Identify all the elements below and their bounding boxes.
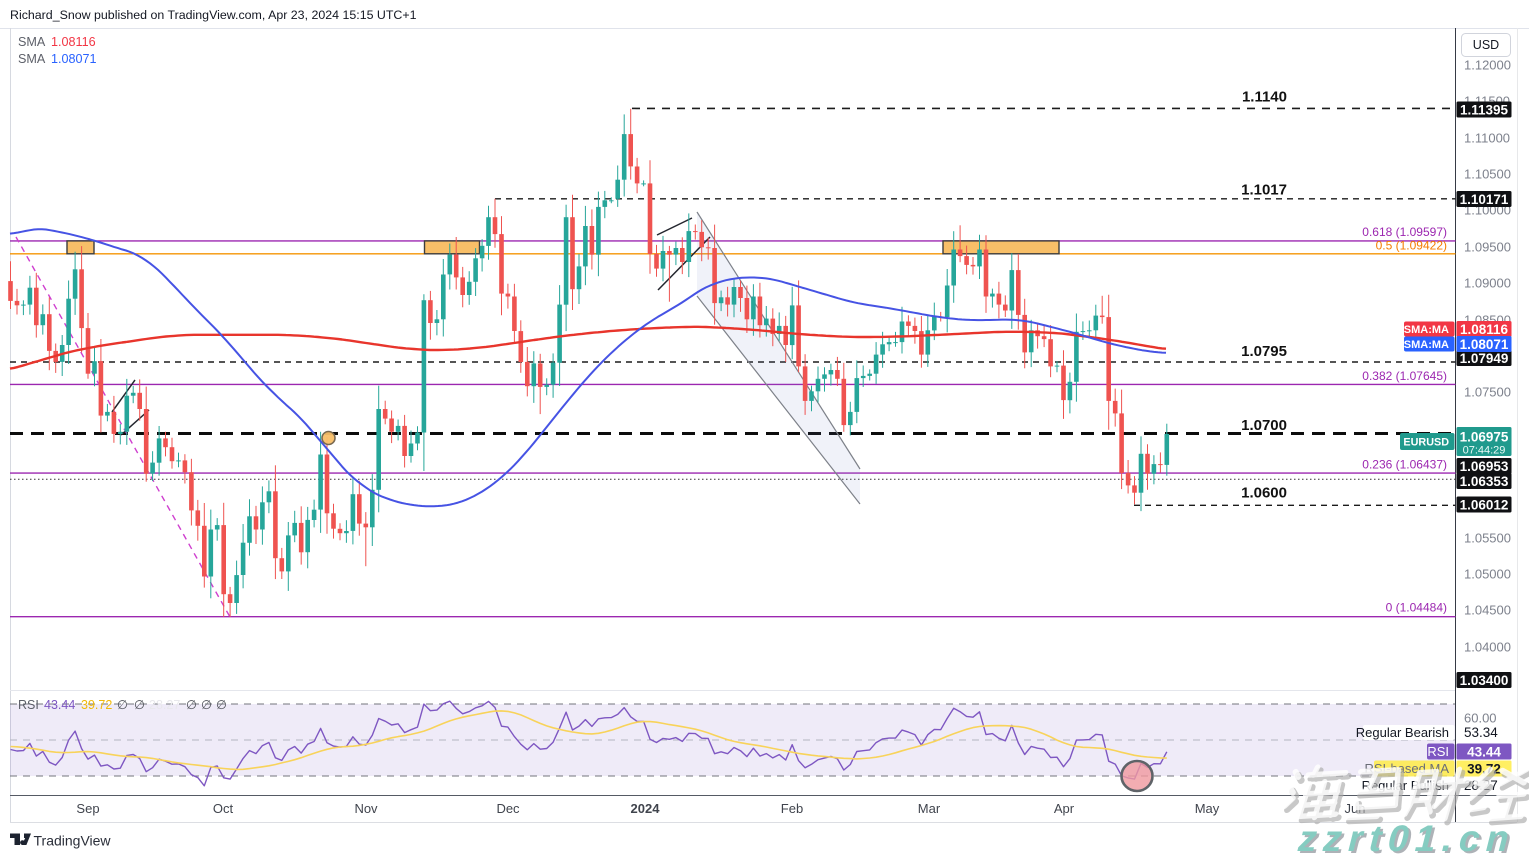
svg-text:1.05000: 1.05000 xyxy=(1464,567,1511,582)
svg-text:0 (1.04484): 0 (1.04484) xyxy=(1386,601,1447,615)
svg-text:1.11000: 1.11000 xyxy=(1464,131,1510,146)
svg-text:Apr: Apr xyxy=(1054,801,1075,816)
svg-text:1.04000: 1.04000 xyxy=(1464,640,1511,655)
svg-text:USD: USD xyxy=(1473,38,1499,52)
svg-text:∅: ∅ xyxy=(134,698,145,712)
svg-text:53.34: 53.34 xyxy=(1464,725,1498,740)
svg-text:Mar: Mar xyxy=(918,801,941,816)
svg-text:1.05500: 1.05500 xyxy=(1464,531,1511,546)
svg-text:Oct: Oct xyxy=(213,801,234,816)
svg-text:Sep: Sep xyxy=(76,801,99,816)
svg-text:SMA: SMA xyxy=(18,35,46,49)
svg-text:1.1140: 1.1140 xyxy=(1242,89,1287,106)
svg-text:60.00: 60.00 xyxy=(1464,711,1497,726)
svg-text:1.10171: 1.10171 xyxy=(1460,192,1509,207)
svg-text:∅: ∅ xyxy=(201,698,212,712)
svg-text:1.0700: 1.0700 xyxy=(1241,417,1287,434)
svg-text:1.07500: 1.07500 xyxy=(1464,385,1511,400)
svg-text:1.06012: 1.06012 xyxy=(1460,497,1509,512)
svg-text:RSI: RSI xyxy=(1427,744,1449,759)
svg-text:1.12000: 1.12000 xyxy=(1464,58,1511,73)
svg-text:Richard_Snow published on Trad: Richard_Snow published on TradingView.co… xyxy=(10,8,417,22)
svg-text:May: May xyxy=(1195,801,1220,816)
svg-text:1.08071: 1.08071 xyxy=(51,52,97,66)
svg-text:TradingView: TradingView xyxy=(34,833,112,849)
svg-text:1.06975: 1.06975 xyxy=(1460,430,1509,445)
svg-text:0.618 (1.09597): 0.618 (1.09597) xyxy=(1362,225,1447,239)
svg-text:1.04500: 1.04500 xyxy=(1464,603,1511,618)
svg-text:1.08116: 1.08116 xyxy=(51,35,96,49)
svg-text:1.09500: 1.09500 xyxy=(1464,240,1511,255)
svg-text:1.08116: 1.08116 xyxy=(1460,322,1509,337)
svg-text:43.44: 43.44 xyxy=(1467,744,1501,759)
svg-text:1.08071: 1.08071 xyxy=(1460,337,1509,352)
svg-text:43.44: 43.44 xyxy=(44,698,75,712)
svg-text:1.10500: 1.10500 xyxy=(1464,167,1511,182)
svg-text:0.5 (1.09422): 0.5 (1.09422) xyxy=(1376,238,1447,252)
svg-text:Nov: Nov xyxy=(354,801,378,816)
svg-text:∅: ∅ xyxy=(117,698,128,712)
svg-text:1.06953: 1.06953 xyxy=(1460,459,1509,474)
svg-text:SMA:MA: SMA:MA xyxy=(1404,339,1449,351)
svg-text:1.07949: 1.07949 xyxy=(1460,351,1509,366)
svg-text:zzrt01.cn: zzrt01.cn xyxy=(1294,818,1521,857)
svg-text:Dec: Dec xyxy=(496,801,520,816)
svg-text:0.382 (1.07645): 0.382 (1.07645) xyxy=(1362,369,1447,383)
svg-text:EURUSD: EURUSD xyxy=(1403,436,1449,448)
svg-text:SMA: SMA xyxy=(18,52,46,66)
svg-text:Feb: Feb xyxy=(781,801,803,816)
svg-text:39.72: 39.72 xyxy=(81,698,112,712)
svg-text:1.09000: 1.09000 xyxy=(1464,276,1511,291)
svg-text:RSI: RSI xyxy=(18,698,39,712)
svg-text:∅: ∅ xyxy=(216,698,227,712)
svg-text:1.0600: 1.0600 xyxy=(1241,485,1287,502)
svg-text:zzrt01.cn: zzrt01.cn xyxy=(1296,820,1523,857)
svg-text:1.06353: 1.06353 xyxy=(1460,474,1509,489)
svg-text:28.27: 28.27 xyxy=(149,698,180,712)
svg-text:1.1017: 1.1017 xyxy=(1241,182,1287,199)
svg-text:1.11395: 1.11395 xyxy=(1460,102,1509,117)
svg-text:0.236 (1.06437): 0.236 (1.06437) xyxy=(1362,458,1447,472)
svg-text:07:44:29: 07:44:29 xyxy=(1463,445,1506,457)
svg-text:SMA:MA: SMA:MA xyxy=(1404,324,1449,336)
svg-text:Regular Bearish: Regular Bearish xyxy=(1356,725,1449,740)
svg-text:1.03400: 1.03400 xyxy=(1460,673,1509,688)
svg-text:2024: 2024 xyxy=(631,801,661,816)
svg-text:1.0795: 1.0795 xyxy=(1241,343,1287,360)
svg-text:∅: ∅ xyxy=(186,698,197,712)
